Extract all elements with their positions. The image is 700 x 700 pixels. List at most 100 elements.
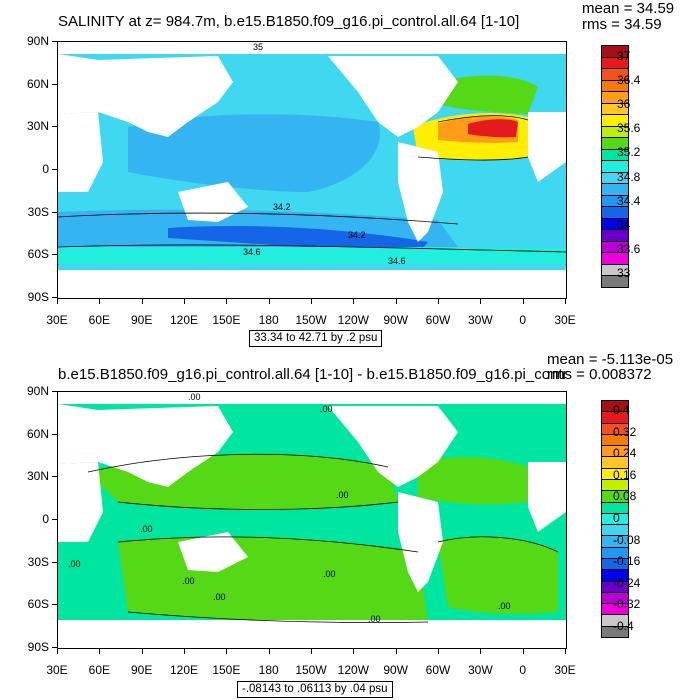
y-tick-label: 60N — [26, 426, 49, 441]
x-tick-label: 120W — [337, 313, 369, 327]
contour-line — [417, 156, 529, 161]
y-tick-label: 30S — [27, 554, 49, 569]
x-tick-label: 180 — [258, 313, 279, 327]
panel1-mean: mean = 34.59 — [582, 0, 675, 17]
colorbar-label: 0.16 — [613, 467, 637, 482]
colorbar-label: 0.08 — [613, 489, 637, 504]
x-tick-mark — [353, 298, 355, 304]
colorbar-swatch — [601, 275, 629, 288]
contour-line — [437, 115, 529, 123]
x-tick-mark — [522, 648, 524, 654]
australia-land — [178, 532, 248, 572]
colorbar-label: 0.4 — [613, 403, 630, 418]
colorbar-label: 34.4 — [617, 193, 641, 208]
x-tick-mark — [565, 648, 566, 654]
contour-label: .00 — [213, 592, 226, 602]
x-tick-label: 150E — [212, 313, 241, 327]
colorbar-label: -0.4 — [613, 618, 634, 633]
panel1-map-svg: 35 34.2 34.2 34.6 34.6 — [58, 42, 566, 298]
contour-label: .00 — [68, 559, 81, 569]
x-tick-mark — [141, 298, 143, 304]
contour-line — [58, 244, 566, 253]
x-tick-mark — [311, 648, 312, 654]
x-tick-label: 30E — [554, 313, 576, 327]
contour-line — [117, 536, 419, 553]
contour-label: 34.2 — [348, 230, 366, 240]
colorbar-label: 35.2 — [617, 145, 641, 160]
colorbar-label: 37 — [617, 48, 631, 63]
panel2-mean: mean = -5.113e-05 — [547, 351, 674, 368]
x-tick-mark — [438, 648, 439, 654]
colorbar-label: 36 — [617, 97, 631, 112]
y-tick-mark — [52, 604, 57, 606]
x-tick-mark — [268, 648, 270, 654]
x-tick-mark — [141, 648, 143, 654]
x-tick-label: 150W — [295, 663, 327, 677]
x-tick-label: 0 — [519, 663, 526, 677]
colorbar-label: 36.4 — [617, 72, 641, 87]
y-tick-label: 0 — [42, 512, 49, 526]
y-tick-mark — [52, 391, 57, 392]
africa-west-land — [58, 54, 98, 114]
x-tick-mark — [226, 298, 228, 304]
x-tick-mark — [184, 648, 185, 654]
positive-region — [118, 536, 428, 623]
contour-line — [58, 212, 459, 225]
y-tick-label: 90N — [26, 34, 49, 48]
x-tick-label: 90E — [130, 663, 153, 677]
y-tick-label: 60S — [27, 597, 49, 612]
africa-land — [58, 112, 103, 192]
southern-ocean-band — [58, 247, 566, 264]
north-america-land — [328, 406, 458, 487]
eurasia-land — [98, 56, 233, 137]
y-tick-mark — [52, 519, 57, 520]
x-tick-label: 60E — [88, 313, 110, 327]
panel2-range-box: -.08143 to .06113 by .04 psu — [237, 681, 393, 698]
colorbar-swatch — [601, 625, 629, 638]
x-tick-label: 30E — [46, 663, 68, 677]
x-tick-label: 90E — [130, 313, 153, 327]
contour-label: 35 — [253, 42, 263, 52]
y-tick-mark — [52, 169, 57, 170]
panel2-rms: rms = 0.008372 — [547, 366, 652, 383]
x-tick-mark — [99, 648, 101, 654]
colorbar-label: 0.32 — [613, 424, 637, 439]
x-tick-mark — [311, 298, 312, 304]
x-tick-label: 90W — [383, 313, 408, 327]
x-tick-label: 30E — [46, 313, 68, 327]
panel1-range-box: 33.34 to 42.71 by .2 psu — [249, 330, 383, 347]
x-tick-label: 60E — [88, 663, 110, 677]
contour-label: .00 — [182, 576, 195, 586]
colorbar-label: 0 — [613, 510, 620, 525]
x-tick-mark — [395, 648, 397, 654]
north-pacific-region — [128, 114, 380, 192]
arctic-land — [58, 42, 566, 54]
africa-east-land — [528, 462, 566, 532]
positive-region — [418, 457, 528, 505]
contour-label: .00 — [323, 569, 336, 579]
x-tick-label: 120E — [169, 313, 199, 327]
x-tick-mark — [57, 298, 58, 304]
arctic-land — [58, 392, 566, 404]
africa-east-land — [528, 112, 566, 182]
colorbar-label: 35.6 — [617, 121, 641, 136]
australia-land — [178, 182, 248, 222]
contour-label: .00 — [140, 524, 153, 534]
x-tick-label: 30W — [467, 313, 493, 327]
x-tick-mark — [57, 648, 58, 654]
contour-label: .00 — [320, 404, 333, 414]
y-tick-label: 90S — [27, 640, 49, 654]
contour-label: .00 — [188, 392, 201, 402]
x-tick-mark — [565, 298, 566, 304]
panel2-map-svg: .00 .00 .00 .00 .00 .00 .00 .00 .00 .00 — [58, 392, 566, 648]
antarctica-land — [58, 620, 566, 648]
south-america-land — [398, 492, 443, 592]
panel2-colorbar — [601, 400, 629, 638]
y-tick-mark — [52, 254, 57, 256]
contour-line — [117, 501, 399, 510]
colorbar-label: 34.8 — [617, 169, 641, 184]
x-tick-label: 30W — [467, 663, 493, 677]
eurasia-land — [98, 406, 233, 487]
x-tick-label: 90W — [383, 663, 408, 677]
positive-region — [438, 536, 558, 615]
